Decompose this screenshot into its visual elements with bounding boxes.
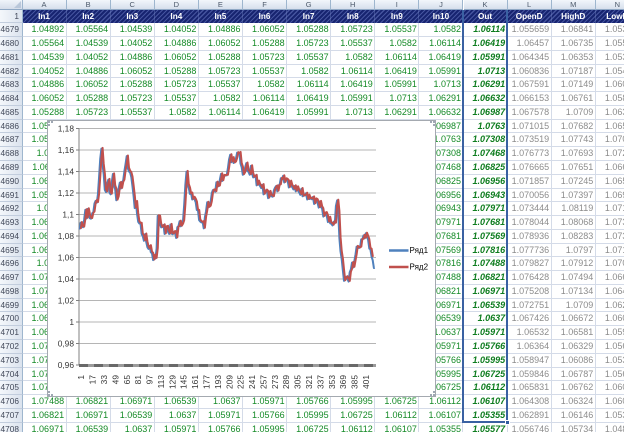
svg-text:0,96: 0,96 [58,360,75,370]
svg-text:273: 273 [270,375,280,389]
svg-text:65: 65 [122,375,132,385]
svg-text:145: 145 [179,375,189,389]
svg-text:1,14: 1,14 [58,167,75,177]
svg-text:1,12: 1,12 [58,188,75,198]
svg-text:385: 385 [350,375,360,389]
svg-text:81: 81 [133,375,143,385]
svg-text:209: 209 [224,375,234,389]
svg-text:0,98: 0,98 [58,339,75,349]
svg-text:113: 113 [156,375,166,389]
svg-text:289: 289 [281,375,291,389]
svg-text:241: 241 [247,375,257,389]
svg-text:161: 161 [190,375,200,389]
svg-text:257: 257 [258,375,268,389]
svg-text:1,18: 1,18 [58,124,75,134]
svg-text:1,06: 1,06 [58,253,75,263]
svg-text:97: 97 [145,375,155,385]
svg-text:177: 177 [202,375,212,389]
svg-text:Ряд1: Ряд1 [410,246,429,255]
svg-text:129: 129 [167,375,177,389]
svg-text:1,04: 1,04 [58,274,75,284]
svg-text:369: 369 [338,375,348,389]
svg-text:353: 353 [327,375,337,389]
svg-text:1: 1 [69,317,74,327]
svg-text:1,08: 1,08 [58,231,75,241]
svg-text:193: 193 [213,375,223,389]
svg-text:337: 337 [315,375,325,389]
svg-text:225: 225 [236,375,246,389]
svg-text:321: 321 [304,375,314,389]
svg-text:401: 401 [361,375,371,389]
svg-text:1,02: 1,02 [58,296,75,306]
svg-text:1: 1 [76,375,86,380]
svg-text:1,1: 1,1 [62,210,74,220]
svg-text:17: 17 [88,375,98,385]
svg-text:1,16: 1,16 [58,145,75,155]
svg-text:33: 33 [99,375,109,385]
svg-text:49: 49 [110,375,120,385]
svg-text:Ряд2: Ряд2 [410,263,429,272]
svg-text:305: 305 [293,375,303,389]
